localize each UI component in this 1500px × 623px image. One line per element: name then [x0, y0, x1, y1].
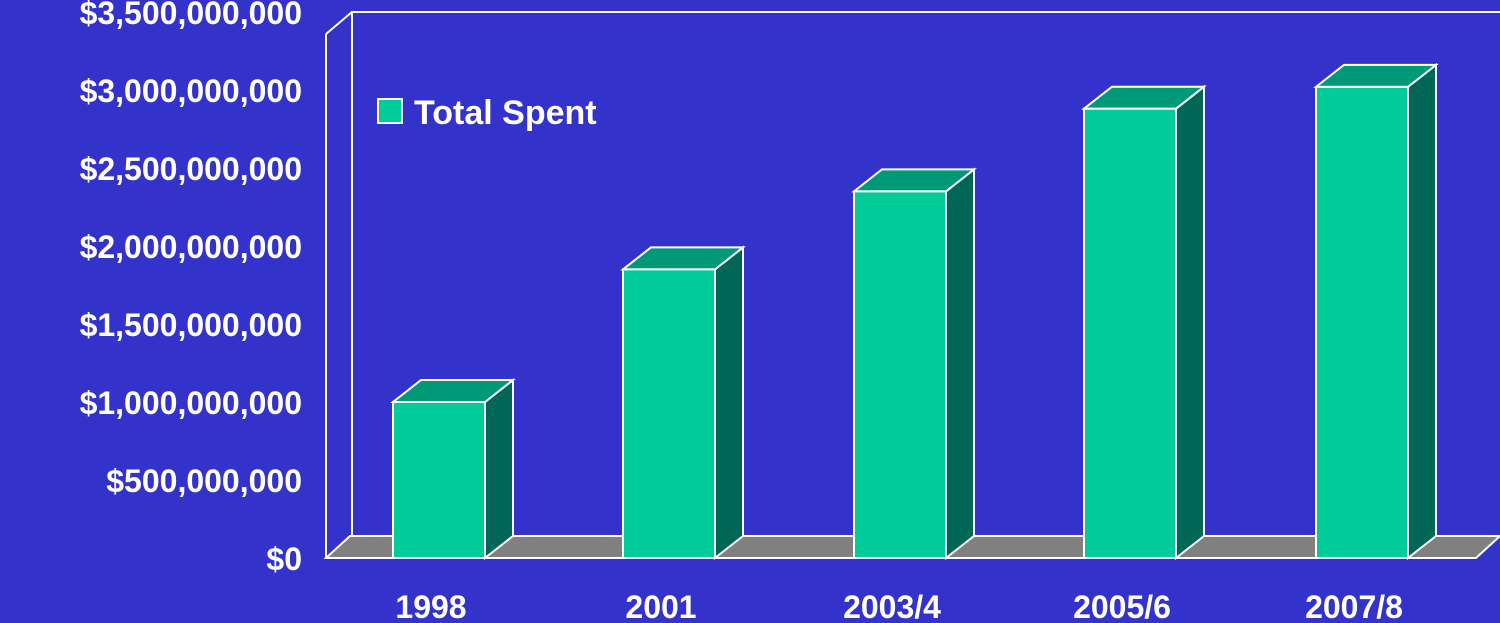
bar	[620, 245, 746, 561]
bar	[1313, 62, 1439, 561]
x-tick-label: 2005/6	[1073, 589, 1171, 623]
y-axis-depth-line	[325, 11, 353, 35]
y-tick-label: $3,000,000,000	[80, 73, 302, 109]
y-tick-label: $2,000,000,000	[80, 229, 302, 265]
bar-side	[1407, 62, 1437, 561]
bar	[1081, 84, 1207, 561]
bar-front	[622, 268, 716, 559]
y-tick-label: $1,000,000,000	[80, 385, 302, 421]
bar-side	[714, 245, 744, 561]
bar	[390, 377, 516, 561]
bar-side	[484, 377, 514, 561]
x-tick-label: 2003/4	[843, 589, 941, 623]
legend-label: Total Spent	[414, 94, 597, 132]
x-tick-label: 2007/8	[1305, 589, 1403, 623]
y-tick-label: $3,500,000,000	[80, 0, 302, 31]
x-tick-label: 1998	[395, 589, 466, 623]
chart-legend: Total Spent	[377, 94, 597, 132]
y-tick-label: $1,500,000,000	[80, 307, 302, 343]
bar-front	[853, 190, 947, 559]
bar-front	[1315, 85, 1409, 559]
bar-side	[945, 167, 975, 561]
bar-front	[392, 401, 486, 559]
legend-swatch	[377, 98, 403, 124]
x-axis: 1998 2001 2003/4 2005/6 2007/8	[395, 589, 1403, 623]
x-tick-label: 2001	[625, 589, 696, 623]
y-tick-label: $2,500,000,000	[80, 151, 302, 187]
bars-group	[390, 62, 1439, 561]
bar	[851, 167, 977, 561]
y-axis: $0 $500,000,000 $1,000,000,000 $1,500,000,0…	[80, 0, 302, 577]
bar-front	[1083, 107, 1177, 559]
y-tick-label: $0	[266, 541, 302, 577]
y-tick-label: $500,000,000	[106, 463, 302, 499]
bar-side	[1175, 84, 1205, 561]
